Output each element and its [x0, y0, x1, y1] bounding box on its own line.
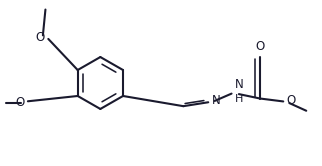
Text: N: N [212, 94, 221, 107]
Text: O: O [35, 31, 44, 44]
Text: O: O [286, 94, 295, 107]
Text: N: N [234, 78, 243, 91]
Text: O: O [15, 96, 25, 109]
Text: O: O [255, 40, 265, 53]
Text: H: H [234, 94, 243, 104]
